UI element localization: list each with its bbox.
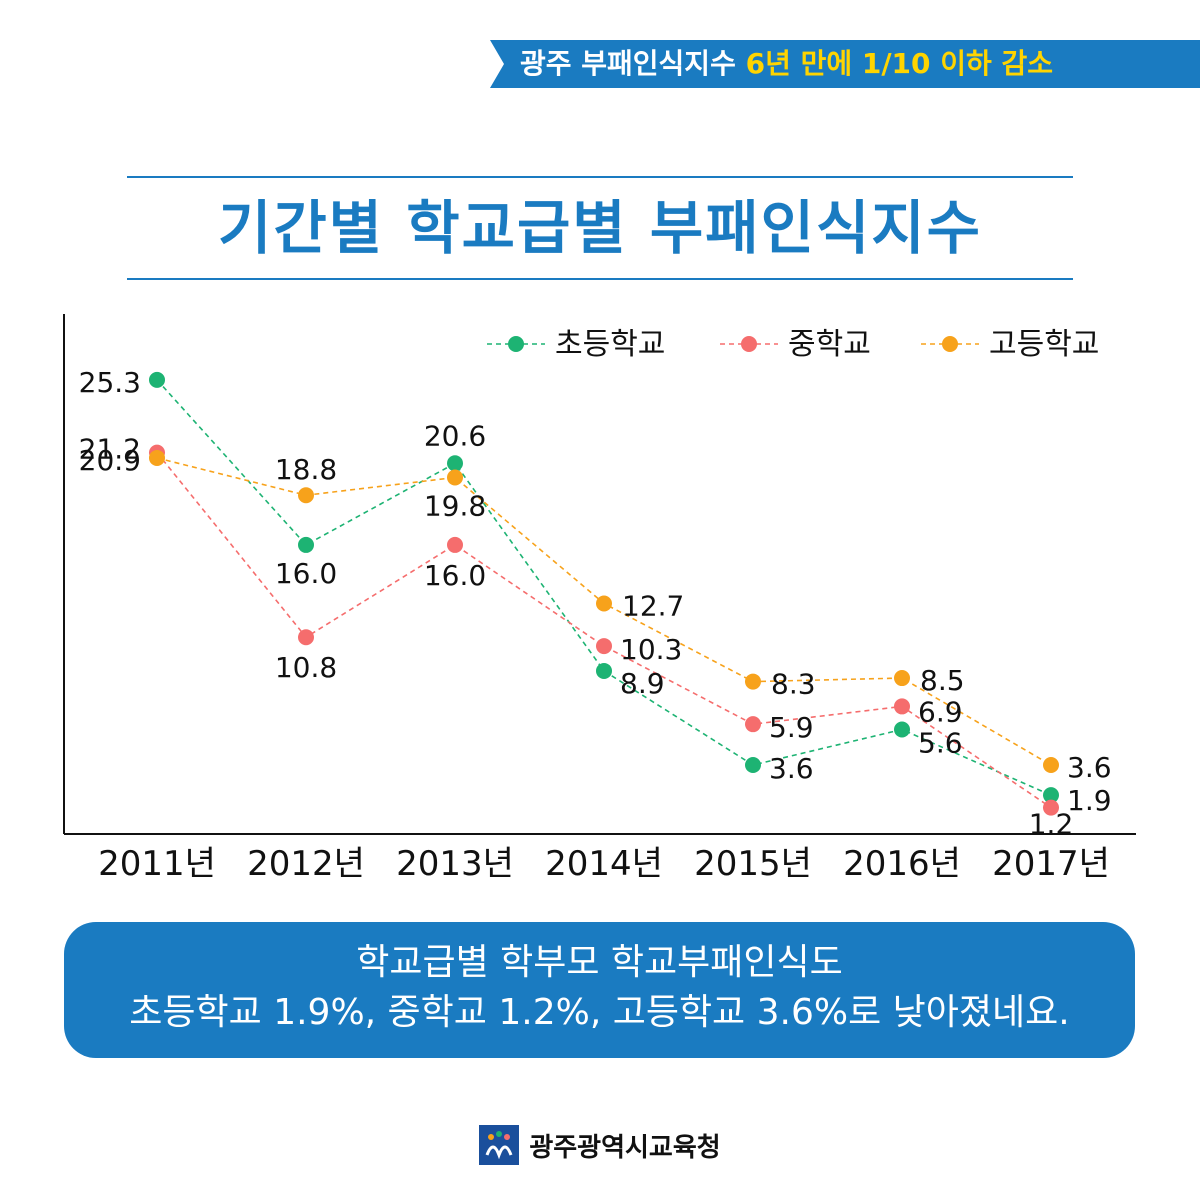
- data-point: [149, 371, 165, 388]
- data-label: 3.6: [1067, 751, 1112, 784]
- header-banner: 광주 부패인식지수 6년 만에 1/10 이하 감소: [490, 40, 1200, 88]
- banner-text-main: 광주 부패인식지수: [520, 47, 736, 80]
- data-label: 1.2: [1029, 808, 1074, 841]
- data-label: 6.9: [918, 695, 963, 728]
- data-point: [1043, 787, 1059, 804]
- data-point: [1043, 799, 1059, 816]
- data-point: [894, 670, 910, 687]
- data-point: [596, 595, 612, 612]
- data-point: [894, 721, 910, 738]
- data-label: 16.0: [424, 559, 486, 592]
- data-label: 20.6: [424, 419, 486, 452]
- title-block: 기간별 학교급별 부패인식지수: [127, 176, 1073, 280]
- legend-label: 초등학교: [555, 327, 665, 362]
- x-tick-label: 2012년: [247, 844, 365, 884]
- data-label: 5.6: [918, 727, 963, 760]
- page-title: 기간별 학교급별 부패인식지수: [217, 194, 983, 262]
- data-point: [745, 716, 761, 733]
- legend-marker: [942, 336, 958, 352]
- banner-background: [490, 40, 1200, 88]
- summary-line-1: 학교급별 학부모 학교부패인식도: [356, 942, 843, 983]
- x-tick-label: 2016년: [843, 844, 961, 884]
- data-label: 12.7: [622, 589, 684, 622]
- data-point: [447, 455, 463, 472]
- organization-name: 광주광역시교육청: [529, 1132, 721, 1163]
- x-tick-label: 2011년: [98, 844, 216, 884]
- data-point: [447, 469, 463, 486]
- data-label: 3.6: [769, 752, 814, 785]
- data-point: [1043, 757, 1059, 774]
- banner-text-highlight: 6년 만에 1/10 이하 감소: [745, 47, 1054, 80]
- line-chart: 2011년 2012년 2013년 2014년 2015년 2016년 2017년 25.3 1…: [63, 314, 1136, 884]
- data-label: 16.0: [275, 557, 337, 590]
- x-tick-label: 2013년: [396, 844, 514, 884]
- data-point: [745, 757, 761, 774]
- data-point: [745, 673, 761, 690]
- legend-label: 고등학교: [989, 327, 1099, 362]
- legend-marker: [741, 336, 757, 352]
- data-point: [894, 698, 910, 715]
- data-label: 1.9: [1067, 784, 1112, 817]
- summary-box: 학교급별 학부모 학교부패인식도 초등학교 1.9%, 중학교 1.2%, 고등…: [64, 922, 1135, 1058]
- footer: 광주광역시교육청: [0, 1120, 1200, 1170]
- data-label: 21.2: [79, 433, 141, 466]
- data-label: 8.9: [620, 667, 665, 700]
- data-label: 8.3: [771, 668, 816, 701]
- data-label: 10.8: [275, 651, 337, 684]
- summary-line-2: 초등학교 1.9%, 중학교 1.2%, 고등학교 3.6%로 낮아졌네요.: [129, 992, 1070, 1033]
- banner-text: 광주 부패인식지수 6년 만에 1/10 이하 감소: [490, 40, 1200, 88]
- x-tick-label: 2014년: [545, 844, 663, 884]
- x-tick-label: 2015년: [694, 844, 812, 884]
- legend-marker: [508, 336, 524, 352]
- data-label: 19.8: [424, 489, 486, 522]
- data-label: 10.3: [620, 633, 682, 666]
- x-tick-label: 2017년: [992, 844, 1110, 884]
- data-label: 8.5: [920, 664, 965, 697]
- data-point: [447, 536, 463, 553]
- series-line: [156, 452, 1052, 809]
- legend-label: 중학교: [788, 327, 871, 362]
- data-point: [298, 536, 314, 553]
- data-point: [149, 449, 165, 466]
- gwangju-education-office-logo-icon: [479, 1125, 520, 1165]
- data-label: 18.8: [275, 453, 337, 486]
- data-label: 5.9: [769, 711, 814, 744]
- data-point: [596, 662, 612, 679]
- data-point: [596, 638, 612, 655]
- data-label: 20.9: [79, 444, 141, 477]
- data-point: [298, 487, 314, 504]
- data-point: [298, 629, 314, 646]
- data-label: 25.3: [79, 366, 141, 399]
